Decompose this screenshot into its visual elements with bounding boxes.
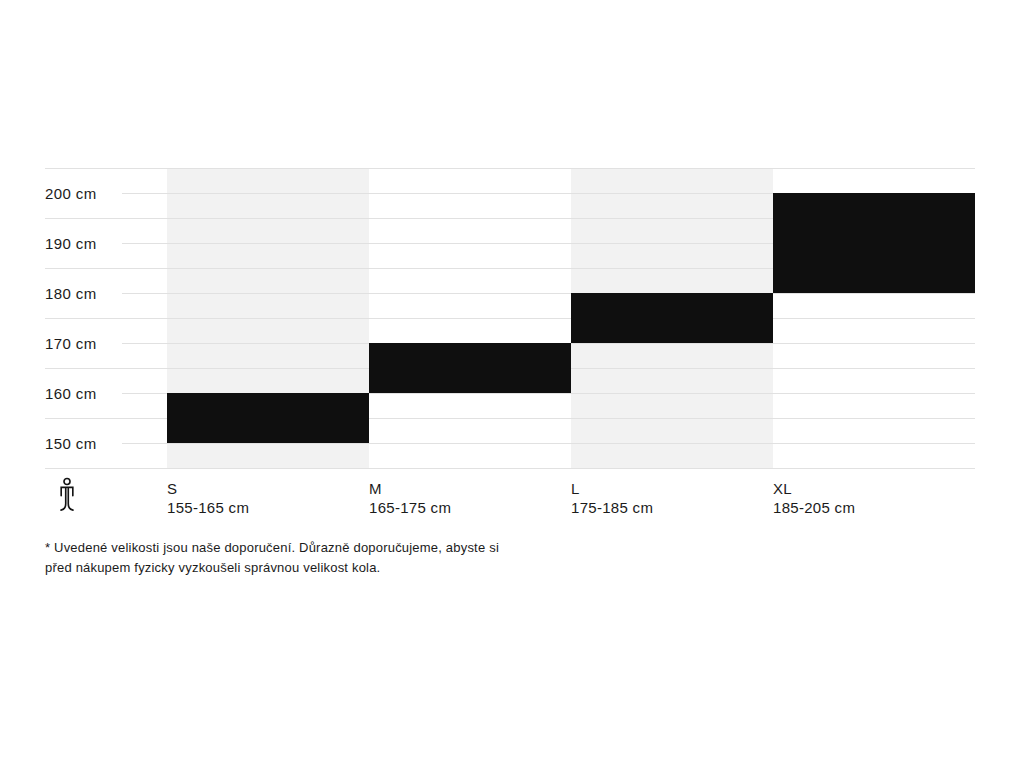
size-label-xl: XL185-205 cm [773,479,855,517]
size-height-range: 165-175 cm [369,498,451,517]
gridline-minor [122,293,975,294]
size-bar-s [167,393,369,443]
x-axis-size-labels: S155-165 cm M165-175 cm L175-185 cm XL185-2… [167,479,975,519]
y-tick-label: 200 cm [45,185,97,202]
gridline-major [45,468,975,469]
person-height-icon [56,477,78,517]
bike-size-chart: 200 cm 190 cm 180 cm 170 cm 160 cm 150 cm S15… [0,0,1024,768]
gridline-major [45,318,975,319]
size-bar-l [571,293,773,343]
size-letter: M [369,479,451,498]
gridline-minor [122,443,975,444]
chart-plot-area: 200 cm 190 cm 180 cm 170 cm 160 cm 150 cm [45,168,975,468]
y-tick-label: 190 cm [45,235,97,252]
y-tick-label: 180 cm [45,285,97,302]
size-label-s: S155-165 cm [167,479,249,517]
size-letter: L [571,479,653,498]
size-label-l: L175-185 cm [571,479,653,517]
y-tick-label: 160 cm [45,385,97,402]
size-height-range: 155-165 cm [167,498,249,517]
size-letter: S [167,479,249,498]
size-height-range: 175-185 cm [571,498,653,517]
y-tick-label: 170 cm [45,335,97,352]
footnote: * Uvedené velikosti jsou naše doporučení… [45,538,499,578]
size-label-m: M165-175 cm [369,479,451,517]
y-tick-label: 150 cm [45,435,97,452]
footnote-line-1: * Uvedené velikosti jsou naše doporučení… [45,538,499,558]
size-bar-m [369,343,571,393]
footnote-line-2: před nákupem fyzicky vyzkoušeli správnou… [45,558,499,578]
gridline-major [45,168,975,169]
size-height-range: 185-205 cm [773,498,855,517]
size-letter: XL [773,479,855,498]
size-bar-xl [773,193,975,293]
